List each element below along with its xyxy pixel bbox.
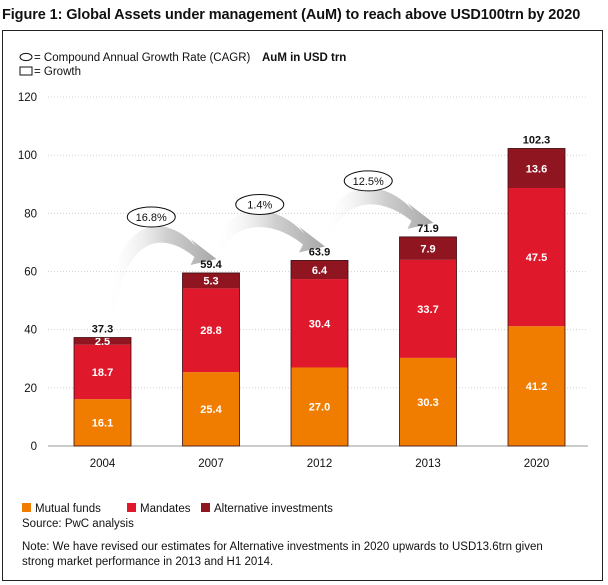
footnote-line-2: strong market performance in 2013 and H1…: [22, 556, 273, 568]
bar-stack-2020: 41.2 47.5 13.6 102.3: [507, 134, 566, 447]
bar-value-label: 27.0: [309, 402, 330, 414]
y-tick-label: 40: [24, 325, 37, 337]
bar-outline: [73, 337, 132, 447]
bar-outline: [290, 260, 349, 447]
bar-stack-2007: 25.4 28.8 5.3 59.4: [182, 259, 240, 447]
y-axis-ticks: 0 20 40 60 80 100 120: [18, 92, 37, 453]
cagr-key-label: = Compound Annual Growth Rate (CAGR): [34, 52, 251, 64]
legend-swatch: [127, 503, 136, 512]
bar-total-label: 63.9: [309, 246, 330, 258]
cagr-bubble: [343, 170, 393, 192]
bar-value-label: 16.1: [92, 418, 113, 430]
cagr-bubble: [126, 206, 176, 228]
x-axis-ticks: 2004 2007 2012 2013 2020: [90, 458, 550, 470]
x-tick-label: 2012: [307, 458, 333, 470]
legend-label: Mutual funds: [35, 503, 101, 515]
bar-segment: [182, 272, 240, 289]
bar-segment: [399, 236, 457, 260]
growth-arrow: [323, 187, 434, 239]
footnote-line-1: Note: We have revised our estimates for …: [22, 541, 543, 553]
bar-outline: [507, 148, 566, 447]
source-note: Source: PwC analysis: [22, 518, 134, 530]
cagr-label: 16.8%: [136, 212, 167, 224]
bar-segment: [182, 372, 240, 446]
bar-value-label: 18.7: [92, 367, 113, 379]
bar-value-label: 28.8: [200, 325, 221, 337]
bar-stack-2012: 27.0 30.4 6.4 63.9: [290, 246, 349, 447]
y-tick-label: 20: [24, 383, 37, 395]
bar-segment: [182, 288, 240, 373]
bar-stack-2004: 16.1 18.7 2.537.3: [73, 324, 132, 447]
bar-segment: [508, 188, 565, 327]
bar-value-label: 30.4: [309, 318, 331, 330]
bar-segment: [399, 357, 457, 446]
bar-value-label: 7.9: [420, 243, 435, 255]
bar-value-label: 2.5: [95, 336, 110, 348]
bar-segment: [508, 326, 565, 446]
bar-stacks: 16.1 18.7 2.537.3 25.4 28.8 5.3 59.4 27.0 30.4 6.…: [73, 134, 566, 447]
growth-arrows: 16.8% 1.4% 12.5%: [106, 170, 434, 316]
y-tick-label: 120: [18, 92, 37, 104]
bar-value-label: 25.4: [200, 404, 222, 416]
bar-outline: [399, 236, 457, 447]
bar-value-label: 33.7: [417, 304, 438, 316]
cagr-bubble: [235, 193, 285, 215]
legend: Mutual funds Mandates Alternative investme…: [22, 503, 333, 515]
cagr-key-icon: [19, 52, 33, 62]
y-tick-label: 80: [24, 208, 37, 220]
bar-value-label: 30.3: [417, 397, 438, 409]
growth-arrow: [214, 210, 325, 253]
x-tick-label: 2004: [90, 458, 116, 470]
bar-outline: [182, 272, 240, 447]
legend-label: Alternative investments: [214, 503, 333, 515]
x-tick-label: 2007: [198, 458, 224, 470]
bar-total-label: 37.3: [92, 324, 113, 336]
bar-segment: [74, 344, 131, 400]
growth-arrow: [106, 226, 217, 316]
bar-segment: [291, 279, 348, 368]
bar-segment: [291, 260, 348, 280]
y-tick-label: 100: [18, 150, 37, 162]
bar-segment: [74, 337, 131, 345]
x-tick-label: 2020: [524, 458, 550, 470]
y-tick-label: 60: [24, 267, 37, 279]
bar-segment: [399, 259, 457, 358]
bar-segment: [508, 148, 565, 189]
bar-value-label: 13.6: [526, 163, 547, 175]
bar-total-label: 59.4: [200, 259, 222, 271]
figure-frame: [2, 30, 603, 581]
y-tick-label: 0: [31, 441, 37, 453]
x-tick-label: 2013: [415, 458, 441, 470]
bar-total-label: 102.3: [523, 134, 551, 146]
bar-segment: [74, 399, 131, 446]
bar-value-label: 47.5: [526, 252, 547, 264]
unit-label: AuM in USD trn: [262, 52, 346, 64]
bar-value-label: 5.3: [203, 276, 218, 288]
bar-segment: [291, 367, 348, 446]
bar-total-label: 71.9: [417, 223, 438, 235]
growth-key-label: = Growth: [34, 66, 81, 78]
growth-key-icon: [19, 66, 33, 76]
figure-title: Figure 1: Global Assets under management…: [2, 7, 581, 23]
legend-label: Mandates: [140, 503, 191, 515]
bar-value-label: 41.2: [526, 381, 547, 393]
cagr-label: 1.4%: [247, 199, 272, 211]
cagr-label: 12.5%: [353, 176, 384, 188]
legend-swatch: [22, 503, 31, 512]
legend-swatch: [201, 503, 210, 512]
bar-value-label: 6.4: [312, 265, 328, 277]
bar-stack-2013: 30.3 33.7 7.9 71.9: [399, 223, 457, 447]
